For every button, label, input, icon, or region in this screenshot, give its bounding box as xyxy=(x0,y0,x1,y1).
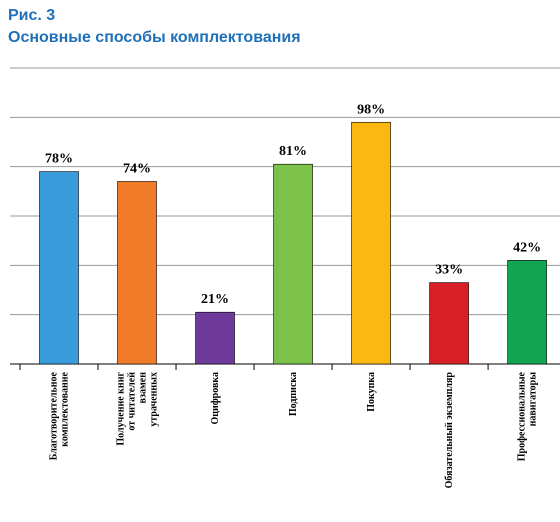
value-label: 42% xyxy=(513,240,541,255)
value-label: 21% xyxy=(201,292,229,307)
category-label: Покупка xyxy=(366,372,377,412)
category-label: Подписка xyxy=(288,372,299,416)
bar xyxy=(429,282,469,365)
category-label: Профессиональныенавигаторы xyxy=(517,371,539,461)
category-label: Обязательный экземпляр xyxy=(444,372,455,489)
value-label: 74% xyxy=(123,161,151,176)
bar xyxy=(39,171,79,365)
figure-header: Рис. 3 Основные способы комплектования xyxy=(8,6,301,48)
bar xyxy=(117,181,157,365)
category-label: Оцифровка xyxy=(210,372,221,425)
category-label: Получение книгот читателейвзаменутраченн… xyxy=(116,372,160,446)
value-label: 33% xyxy=(435,263,463,278)
value-label: 98% xyxy=(357,102,385,117)
bar xyxy=(273,163,313,365)
value-label: 81% xyxy=(279,144,307,159)
bar xyxy=(507,260,547,365)
figure-number: Рис. 3 xyxy=(8,7,56,24)
category-label: Благотворительноекомплектование xyxy=(49,371,71,460)
value-label: 78% xyxy=(45,152,73,167)
bar xyxy=(195,311,235,365)
bar xyxy=(351,121,391,365)
figure-title: Основные способы комплектования xyxy=(8,29,301,46)
